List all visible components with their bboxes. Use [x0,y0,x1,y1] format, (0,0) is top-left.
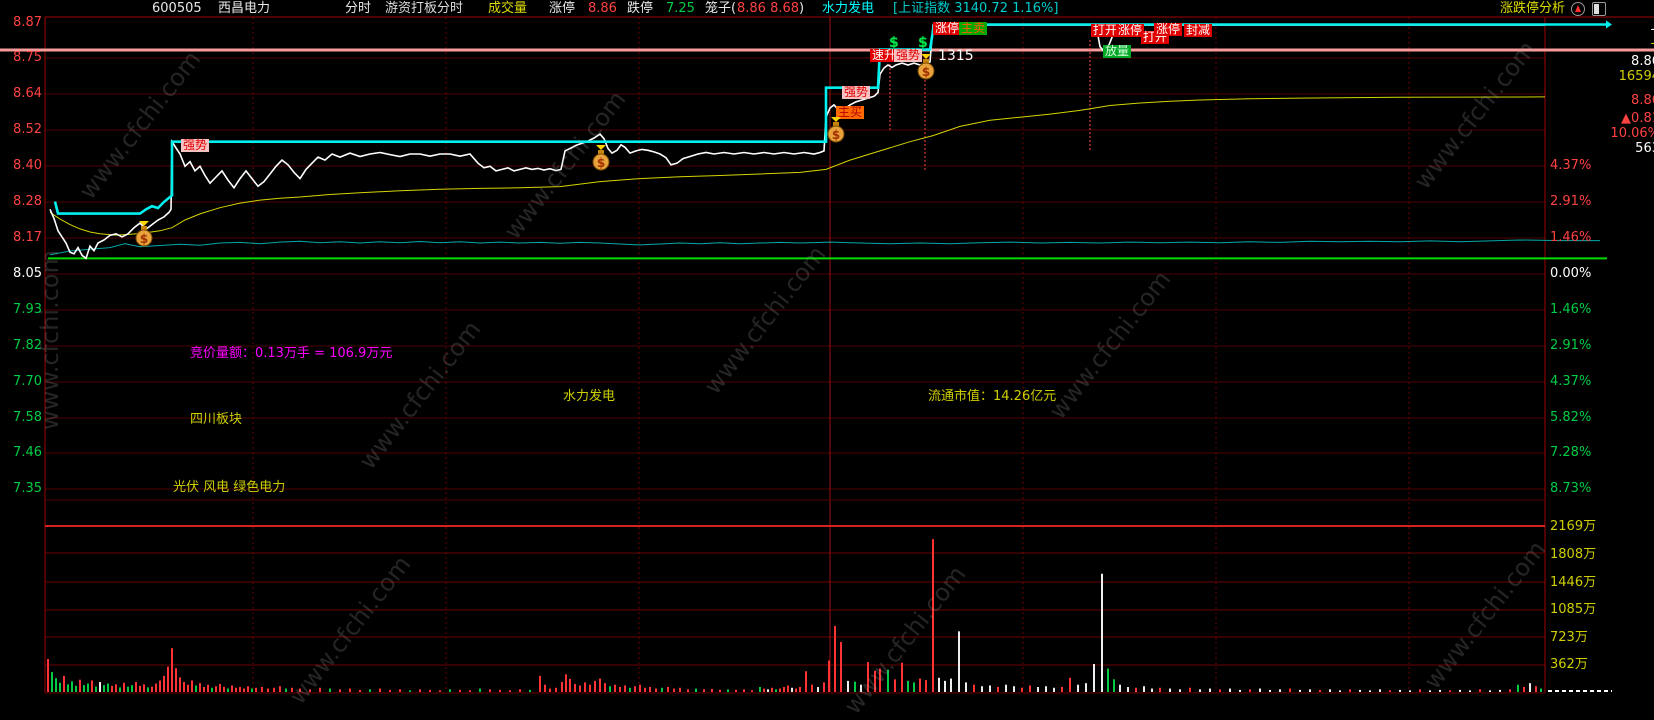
quote-info-value: 8.86 [1631,93,1654,108]
chart-annotation-封减: 封减 [1184,23,1213,37]
moneybag-icon: $ [826,117,846,146]
percent-axis-label: 0.00% [1550,266,1592,281]
quote-info-value: 8.86 [1631,54,1654,69]
panel-toggle-icon[interactable] [1592,2,1606,16]
price-axis-label: 8.52 [13,122,42,137]
price-axis-label: 8.40 [13,158,42,173]
stock-code: 600505 [152,1,202,16]
chart-annotation-强势: 强势 [181,138,210,152]
price-axis-label: 7.93 [13,302,42,317]
limit-up-circle-icon[interactable] [1571,2,1585,16]
chart-annotation-主卖: 主卖 [959,21,988,35]
limit-up-label: 涨停 [549,1,576,16]
quote-info-value: 563 [1635,141,1654,156]
price-axis-label: 8.87 [13,15,42,30]
price-axis-label: 8.17 [13,230,42,245]
chart-annotation-强势: 强势 [842,85,871,99]
cage-close: ) [799,1,805,16]
cage-values: 8.86 8.68 [737,1,800,16]
quote-info-value: -- [1560,23,1654,37]
stock-name: 西昌电力 [218,1,271,16]
percent-axis-label: 7.28% [1550,445,1592,460]
tab-fenshi[interactable]: 分时 [345,1,372,16]
price-axis-label: 8.64 [13,86,42,101]
price-axis-label: 8.28 [13,194,42,209]
chart-annotation-强势: 强势 [894,48,923,62]
industry-link[interactable]: 水力发电 [822,1,875,16]
percent-axis-label: 5.82% [1550,410,1592,425]
quote-info-value: ▲0.81 [1621,111,1654,126]
tab-volume[interactable]: 成交量 [488,1,528,16]
volume-axis-label: 1085万 [1550,602,1597,617]
volume-axis-label: 1808万 [1550,547,1597,562]
intraday-chart[interactable] [0,0,1654,697]
limit-down-label: 跌停 [627,1,654,16]
chart-annotation-涨停: 涨停 [933,21,962,35]
chart-annotation-涨停: 涨停 [1116,23,1145,37]
percent-axis-label: 8.73% [1550,481,1592,496]
cage-label: 笼子( [705,1,737,16]
volume-axis-label: 2169万 [1550,519,1597,534]
volume-axis-label: 1446万 [1550,575,1597,590]
chart-annotation-涨停: 涨停 [1154,22,1183,36]
chart-annotation-速升: 速升 [870,48,899,62]
float-cap-text: 流通市值：14.26亿元 [928,389,1057,404]
percent-axis-label: 1.46% [1550,230,1592,245]
price-axis-label: 7.70 [13,374,42,389]
quote-info-value: 16594 [1618,69,1654,84]
price-axis-label: 8.05 [13,266,42,281]
percent-axis-label: 2.91% [1550,338,1592,353]
chart-annotation-主买: 主买 [836,105,865,119]
limit-up-value: 8.86 [588,1,617,16]
volume-axis-label: 362万 [1550,657,1588,672]
chart-annotation-$: $ [918,35,928,51]
price-axis-label: 7.35 [13,481,42,496]
board-tag: 四川板块 [190,412,243,427]
moneybag-icon: $ [134,221,154,250]
chart-annotation-打开: 打开 [1091,23,1120,37]
tab-youzi-daban[interactable]: 游资打板分时 [385,1,464,16]
quote-info-value: 10.06% [1610,126,1654,141]
limit-analysis-button[interactable]: 涨跌停分析 [1500,1,1566,16]
svg-text:$: $ [922,65,930,79]
moneybag-icon: $ [916,54,936,83]
svg-text:$: $ [140,232,148,246]
percent-axis-label: 4.37% [1550,374,1592,389]
volume-axis-label: 723万 [1550,630,1588,645]
index-quote[interactable]: [上证指数 3140.72 1.16%] [893,1,1059,16]
chart-annotation-放量: 放量 [1103,44,1132,58]
limit-down-value: 7.25 [666,1,695,16]
moneybag-icon: $ [591,145,611,174]
concept-tags: 光伏 风电 绿色电力 [173,480,286,495]
price-axis-label: 7.82 [13,338,42,353]
price-axis-label: 8.75 [13,50,42,65]
percent-axis-label: 4.37% [1550,158,1592,173]
quote-info-value: -- [1560,37,1654,51]
svg-text:$: $ [832,128,840,142]
price-axis-label: 7.58 [13,410,42,425]
chart-annotation-$: $ [889,35,899,51]
price-axis-label: 7.46 [13,445,42,460]
percent-axis-label: 1.46% [1550,302,1592,317]
chart-annotation-1315: 1315 [938,48,974,64]
svg-text:$: $ [597,156,605,170]
auction-amount-text: 竞价量额：0.13万手 = 106.9万元 [190,346,393,361]
industry-tag: 水力发电 [563,389,616,404]
percent-axis-label: 2.91% [1550,194,1592,209]
